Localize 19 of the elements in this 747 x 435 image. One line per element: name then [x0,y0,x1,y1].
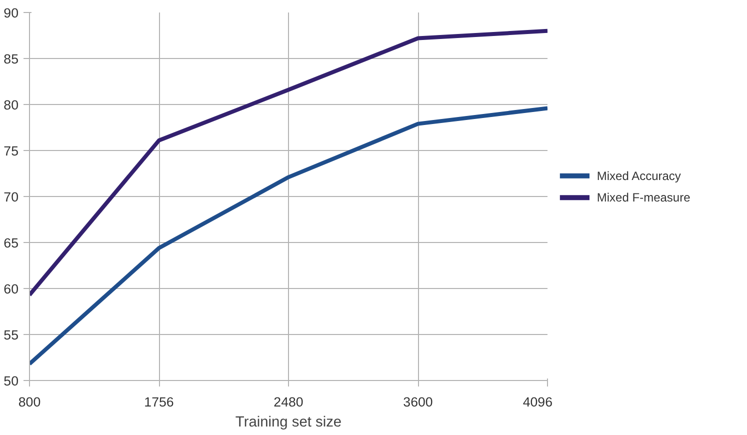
y-tick-label: 50 [4,374,19,388]
x-tick-label: 4096 [522,394,553,410]
x-tick-label: 800 [18,394,41,410]
legend-label: Mixed F-measure [596,190,691,205]
line-series [30,28,548,297]
legend-label: Mixed Accuracy [596,168,681,183]
x-tick-label: 2480 [274,394,304,410]
x-tick-label: 3600 [403,394,433,410]
x-axis-title: Training set size [235,414,342,430]
y-tick-label: 80 [4,98,19,112]
y-tick-label: 65 [4,236,19,250]
y-tick-label: 75 [4,144,19,158]
line-series [30,106,548,366]
x-tick-label: 1756 [144,394,174,410]
y-tick-label: 60 [4,282,19,296]
y-tick-label: 55 [4,328,19,342]
y-tick-label: 85 [4,52,19,66]
y-tick-label: 70 [4,190,19,204]
y-tick-label: 90 [4,6,19,20]
